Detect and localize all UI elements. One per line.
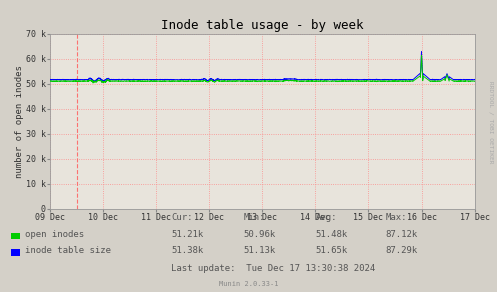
Text: 51.21k: 51.21k bbox=[171, 230, 204, 239]
Text: Max:: Max: bbox=[385, 213, 407, 223]
Text: 87.29k: 87.29k bbox=[385, 246, 417, 255]
Text: Min:: Min: bbox=[244, 213, 265, 223]
Text: Munin 2.0.33-1: Munin 2.0.33-1 bbox=[219, 281, 278, 287]
Text: Last update:  Tue Dec 17 13:30:38 2024: Last update: Tue Dec 17 13:30:38 2024 bbox=[171, 264, 376, 273]
Text: Avg:: Avg: bbox=[316, 213, 337, 223]
Text: Cur:: Cur: bbox=[171, 213, 193, 223]
Text: 50.96k: 50.96k bbox=[244, 230, 276, 239]
Title: Inode table usage - by week: Inode table usage - by week bbox=[161, 19, 363, 32]
Y-axis label: number of open inodes: number of open inodes bbox=[15, 65, 24, 178]
Text: 51.38k: 51.38k bbox=[171, 246, 204, 255]
Text: 87.12k: 87.12k bbox=[385, 230, 417, 239]
Text: open inodes: open inodes bbox=[25, 230, 84, 239]
Text: 51.13k: 51.13k bbox=[244, 246, 276, 255]
Text: 51.65k: 51.65k bbox=[316, 246, 348, 255]
Text: 51.48k: 51.48k bbox=[316, 230, 348, 239]
Text: inode table size: inode table size bbox=[25, 246, 111, 255]
Text: RRDTOOL / TOBI OETIKER: RRDTOOL / TOBI OETIKER bbox=[489, 81, 494, 164]
